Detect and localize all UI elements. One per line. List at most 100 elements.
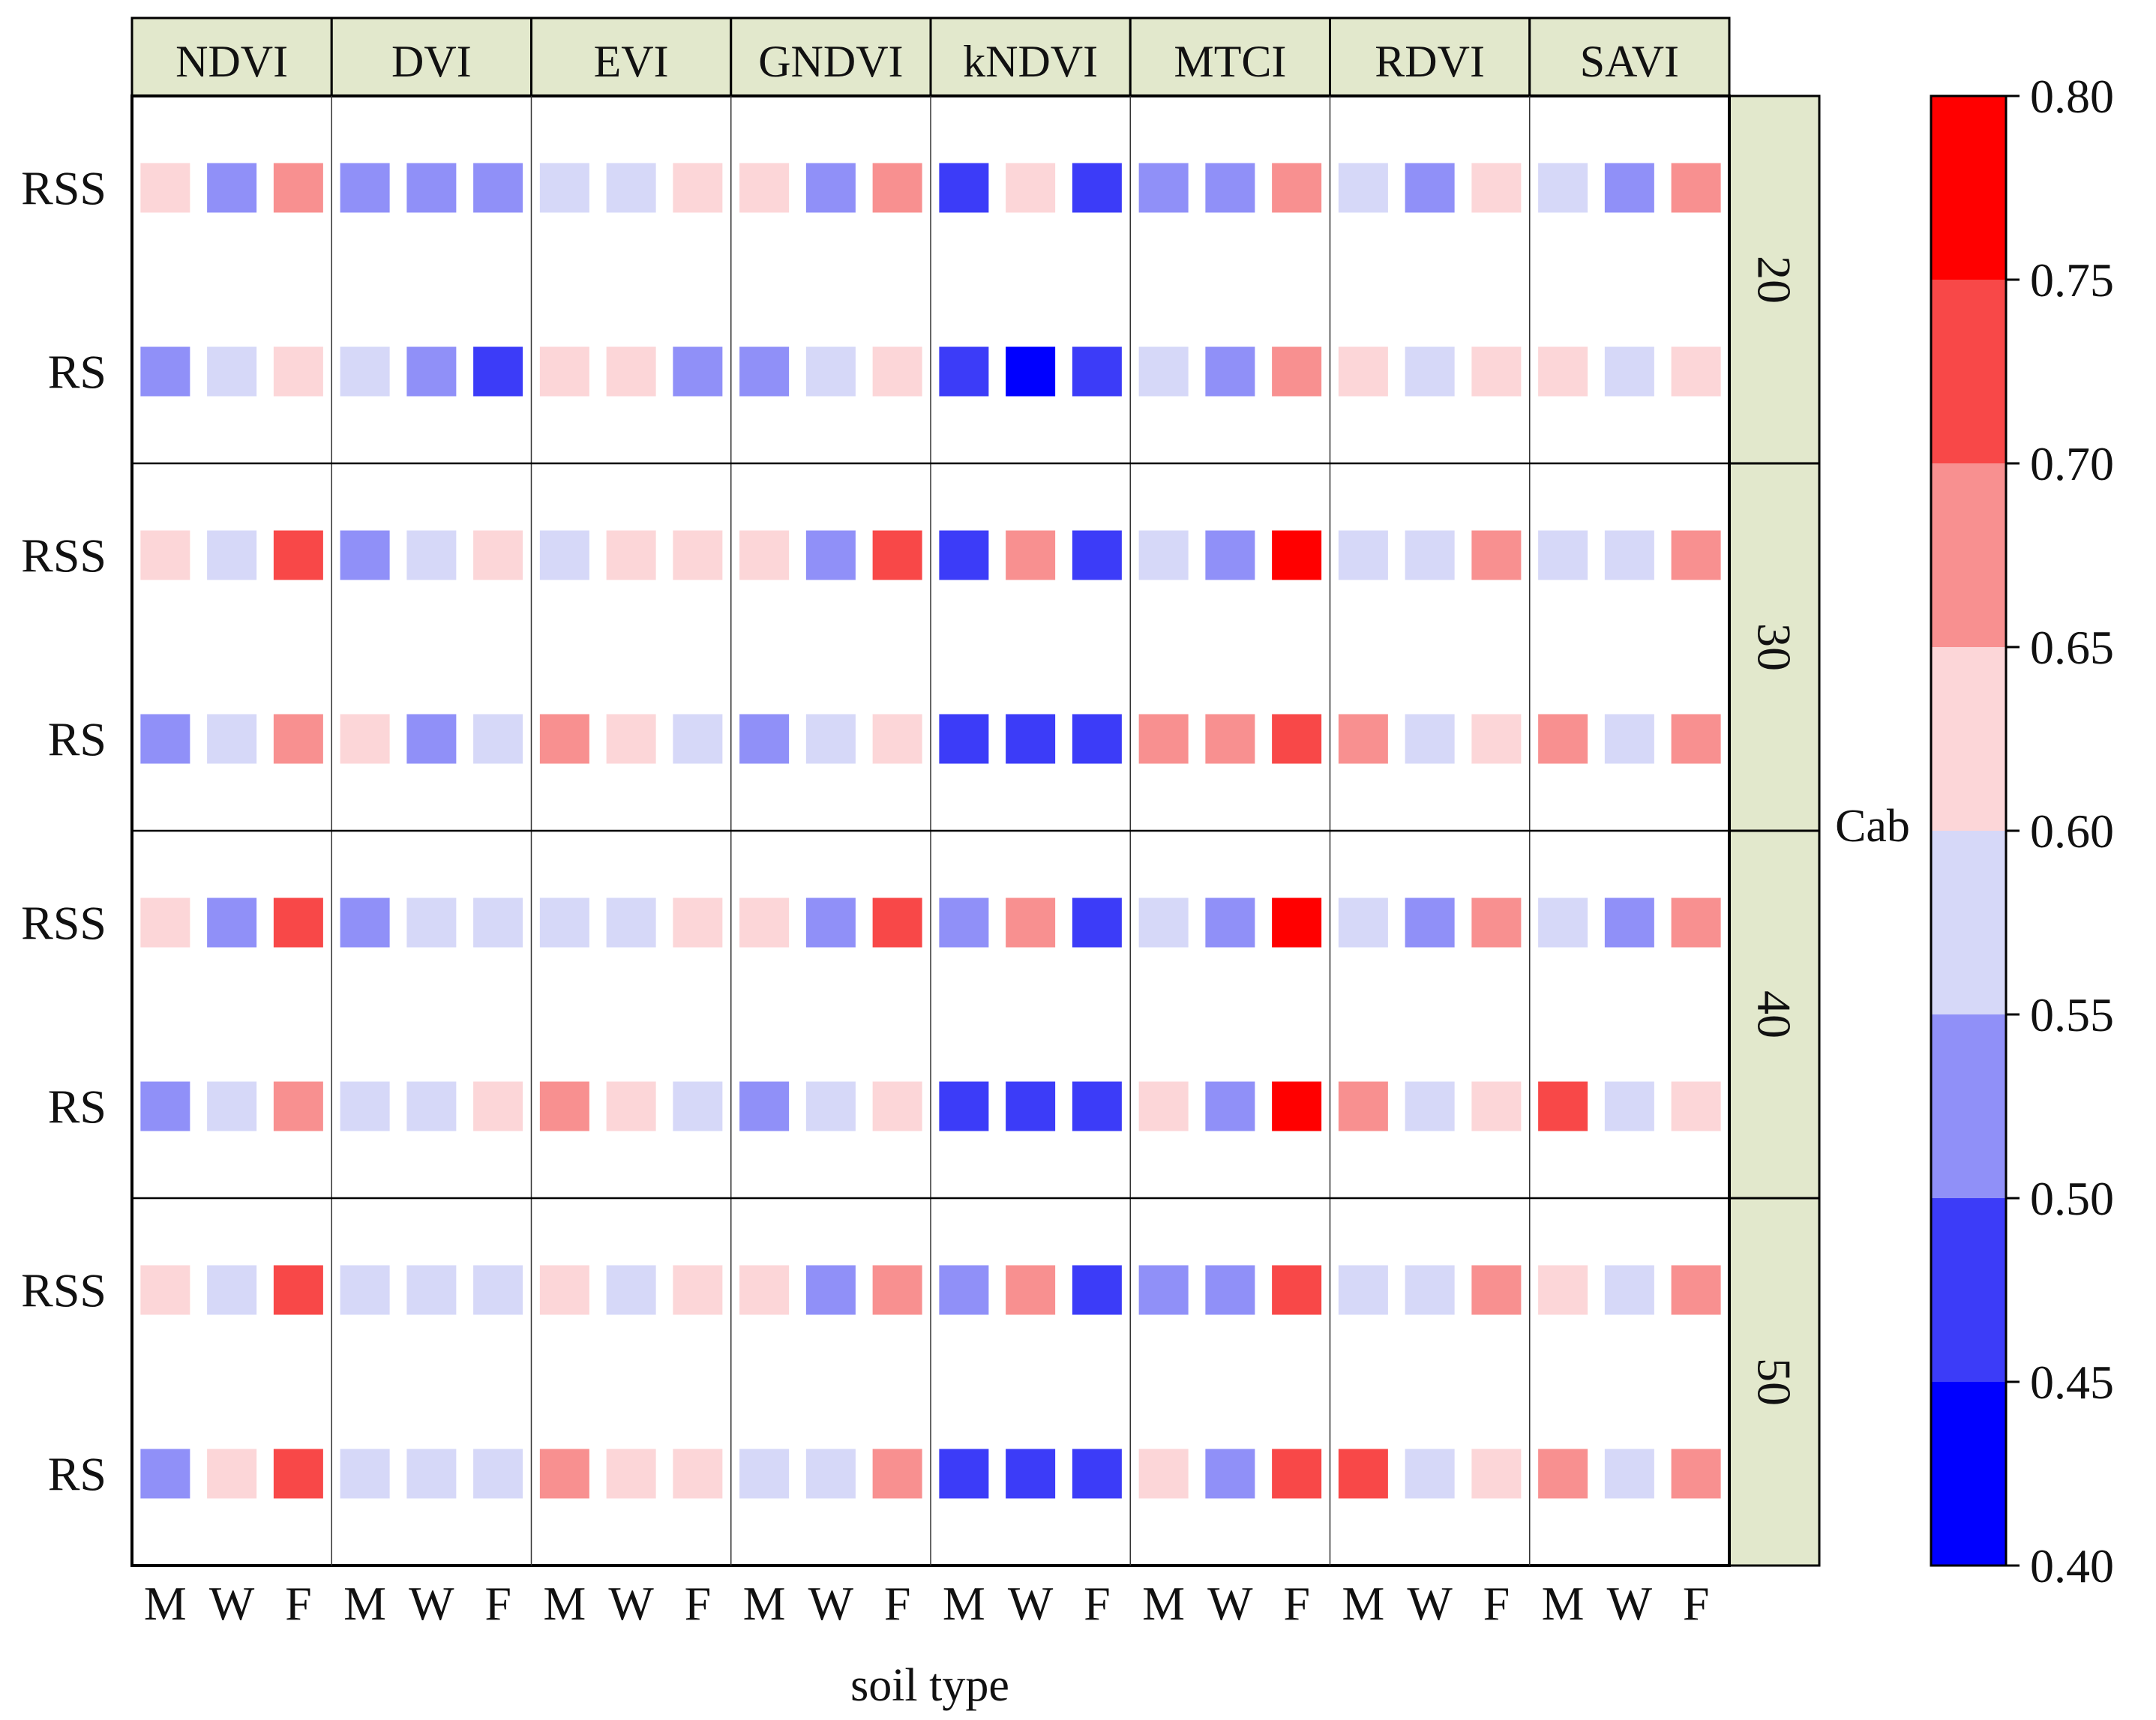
- cell-gndvi-F-rss-cab20: [872, 163, 922, 213]
- cell-mtci-F-rs-cab50: [1272, 1449, 1322, 1499]
- strip-header-evi: [530, 16, 733, 97]
- cell-ndvi-F-rss-cab40: [273, 897, 323, 948]
- colorbar: [1930, 94, 2008, 1567]
- cell-gndvi-M-rss-cab20: [739, 163, 790, 213]
- strip-header-ndvi: [130, 16, 333, 97]
- colorbar-bin-0: [1931, 1382, 2006, 1566]
- strip-label-kndvi: kNDVI: [963, 37, 1098, 86]
- cell-kndvi-M-rss-cab20: [939, 163, 989, 213]
- cell-gndvi-W-rss-cab40: [805, 897, 856, 948]
- cell-mtci-W-rs-cab20: [1205, 346, 1255, 397]
- x-tick-F: F: [1683, 1577, 1710, 1630]
- cell-mtci-F-rss-cab30: [1272, 530, 1322, 580]
- colorbar-tick-label: 0.65: [2030, 621, 2114, 674]
- cell-rdvi-F-rss-cab20: [1471, 163, 1522, 213]
- cell-evi-W-rss-cab50: [606, 1265, 656, 1315]
- cell-ndvi-F-rss-cab30: [273, 530, 323, 580]
- cell-evi-F-rss-cab20: [673, 163, 723, 213]
- cell-gndvi-F-rss-cab40: [872, 897, 922, 948]
- cell-gndvi-F-rss-cab30: [872, 530, 922, 580]
- cell-evi-F-rss-cab50: [673, 1265, 723, 1315]
- cell-ndvi-W-rs-cab30: [207, 714, 257, 764]
- row-label-rss: RSS: [21, 162, 106, 215]
- cell-mtci-M-rss-cab30: [1138, 530, 1189, 580]
- cell-gndvi-W-rs-cab50: [805, 1449, 856, 1499]
- cell-kndvi-M-rs-cab20: [939, 346, 989, 397]
- cell-mtci-M-rs-cab50: [1138, 1449, 1189, 1499]
- cell-dvi-W-rss-cab40: [406, 897, 457, 948]
- x-tick-F: F: [1483, 1577, 1510, 1630]
- cell-ndvi-M-rs-cab40: [140, 1081, 190, 1131]
- cell-mtci-F-rss-cab50: [1272, 1265, 1322, 1315]
- cell-gndvi-W-rss-cab30: [805, 530, 856, 580]
- colorbar-bin-1: [1931, 1198, 2006, 1382]
- cell-mtci-F-rs-cab20: [1272, 346, 1322, 397]
- colorbar-tick-labels: 0.80 0.75 0.70 0.65 0.60 0.55 0.50 0.45 0.40: [2006, 70, 2114, 1593]
- cab-strip-30: [1728, 462, 1821, 832]
- colorbar-bin-4: [1931, 647, 2006, 831]
- strip-header-savi: [1528, 16, 1731, 97]
- x-tick-M: M: [743, 1577, 786, 1630]
- cell-rdvi-F-rs-cab50: [1471, 1449, 1522, 1499]
- colorbar-tick-label: 0.40: [2030, 1539, 2114, 1593]
- cell-gndvi-M-rs-cab30: [739, 714, 790, 764]
- cell-mtci-W-rs-cab40: [1205, 1081, 1255, 1131]
- cell-kndvi-M-rss-cab50: [939, 1265, 989, 1315]
- x-tick-F: F: [1084, 1577, 1111, 1630]
- cell-gndvi-F-rs-cab40: [872, 1081, 922, 1131]
- strip-label-mtci: MTCI: [1174, 37, 1286, 86]
- cell-rdvi-M-rss-cab20: [1338, 163, 1388, 213]
- x-tick-W: W: [1008, 1577, 1054, 1630]
- cell-gndvi-W-rs-cab30: [805, 714, 856, 764]
- cell-mtci-M-rs-cab30: [1138, 714, 1189, 764]
- row-label-rs: RS: [48, 713, 106, 766]
- cell-evi-W-rss-cab40: [606, 897, 656, 948]
- row-label-rs: RS: [48, 1080, 106, 1134]
- cell-savi-F-rss-cab50: [1671, 1265, 1721, 1315]
- cell-dvi-F-rss-cab30: [473, 530, 523, 580]
- cell-savi-W-rss-cab30: [1604, 530, 1654, 580]
- cell-rdvi-M-rss-cab30: [1338, 530, 1388, 580]
- cell-ndvi-F-rs-cab30: [273, 714, 323, 764]
- x-tick-W: W: [808, 1577, 854, 1630]
- cell-kndvi-F-rs-cab20: [1072, 346, 1122, 397]
- x-tick-W: W: [209, 1577, 255, 1630]
- cab-strip-title: Cab: [1835, 801, 1910, 852]
- cell-kndvi-M-rss-cab40: [939, 897, 989, 948]
- cell-dvi-W-rss-cab20: [406, 163, 457, 213]
- cell-dvi-W-rs-cab20: [406, 346, 457, 397]
- cell-kndvi-F-rs-cab30: [1072, 714, 1122, 764]
- cell-savi-F-rs-cab40: [1671, 1081, 1721, 1131]
- cell-dvi-W-rs-cab40: [406, 1081, 457, 1131]
- cell-kndvi-F-rs-cab40: [1072, 1081, 1122, 1131]
- cell-rdvi-W-rs-cab30: [1405, 714, 1455, 764]
- x-tick-W: W: [608, 1577, 654, 1630]
- cell-savi-M-rs-cab40: [1538, 1081, 1588, 1131]
- cell-mtci-F-rs-cab40: [1272, 1081, 1322, 1131]
- cell-dvi-F-rs-cab40: [473, 1081, 523, 1131]
- cell-ndvi-F-rs-cab20: [273, 346, 323, 397]
- cell-gndvi-M-rss-cab50: [739, 1265, 790, 1315]
- colorbar-bin-6: [1931, 280, 2006, 463]
- colorbar-tick-label: 0.75: [2030, 253, 2114, 307]
- cab-strip-40: [1728, 829, 1821, 1200]
- strip-label-gndvi: GNDVI: [758, 37, 903, 86]
- cell-kndvi-W-rss-cab20: [1006, 163, 1056, 213]
- cell-savi-W-rs-cab50: [1604, 1449, 1654, 1499]
- cell-mtci-W-rss-cab20: [1205, 163, 1255, 213]
- strip-header-dvi: [330, 16, 532, 97]
- heatmap-panels: [130, 94, 1731, 1567]
- cell-rdvi-W-rss-cab50: [1405, 1265, 1455, 1315]
- x-tick-W: W: [409, 1577, 454, 1630]
- cell-dvi-M-rs-cab30: [340, 714, 390, 764]
- row-label-rss: RSS: [21, 897, 106, 950]
- row-label-rss: RSS: [21, 1264, 106, 1317]
- cell-dvi-M-rss-cab50: [340, 1265, 390, 1315]
- cell-kndvi-F-rss-cab50: [1072, 1265, 1122, 1315]
- cell-ndvi-M-rss-cab30: [140, 530, 190, 580]
- cab-level-20: 20: [1748, 256, 1801, 304]
- cell-evi-F-rs-cab40: [673, 1081, 723, 1131]
- cell-savi-M-rss-cab50: [1538, 1265, 1588, 1315]
